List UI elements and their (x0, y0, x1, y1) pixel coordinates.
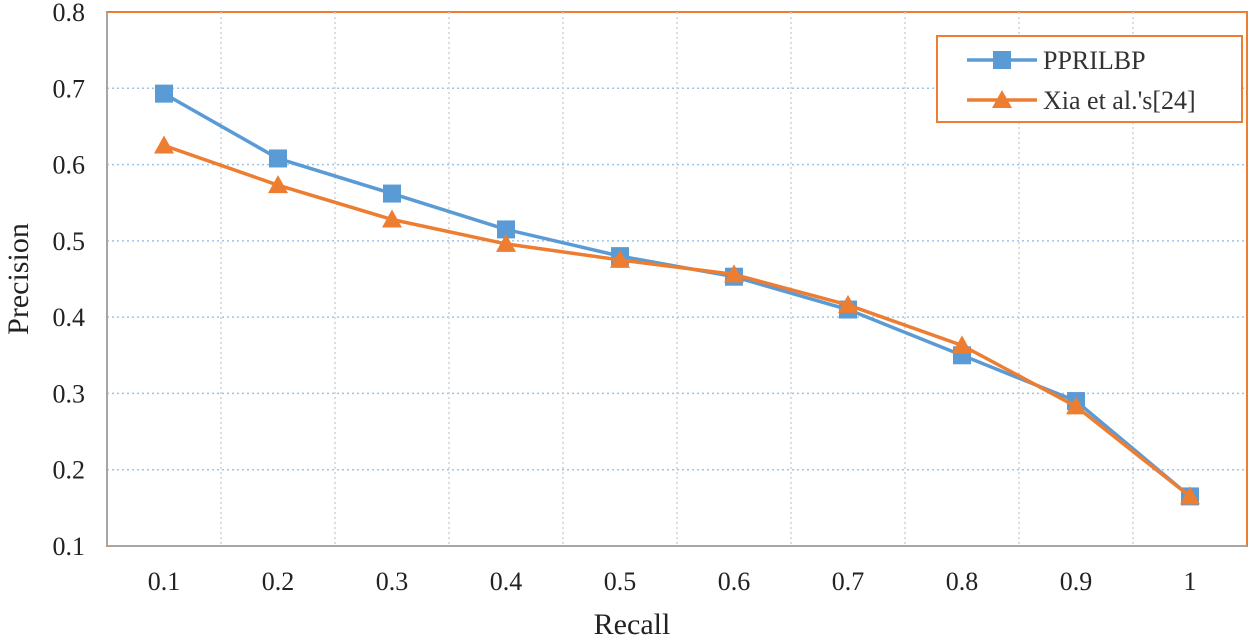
x-tick-label: 1 (1184, 567, 1197, 596)
x-tick-label: 0.3 (376, 567, 409, 596)
series-line (163, 143, 1192, 498)
legend-marker-triangle (992, 90, 1012, 108)
y-tick-label: 0.7 (53, 74, 86, 103)
x-tick-label: 0.4 (490, 567, 523, 596)
data-point-square (383, 184, 401, 203)
data-point-triangle (496, 233, 516, 252)
x-tick-label: 0.8 (946, 567, 979, 596)
data-point-square (497, 220, 515, 239)
data-point-triangle (838, 294, 858, 313)
x-tick-label: 0.6 (718, 567, 751, 596)
y-tick-label: 0.1 (53, 532, 86, 561)
y-axis-title: Precision (2, 223, 35, 335)
x-tick-label: 0.5 (604, 567, 637, 596)
y-tick-label: 0.3 (53, 379, 86, 408)
legend: PPRILBP Xia et al.'s[24] (936, 35, 1243, 123)
legend-box (936, 35, 1243, 123)
y-tick-labels: 0.1 0.2 0.3 0.4 0.5 0.6 0.7 0.8 (53, 0, 86, 561)
data-point-triangle (154, 135, 174, 154)
data-point-triangle (1066, 396, 1086, 415)
x-tick-label: 0.7 (832, 567, 865, 596)
data-point-square (269, 149, 287, 168)
data-point-triangle (1180, 486, 1200, 505)
data-point-triangle (724, 264, 744, 283)
x-tick-label: 0.2 (262, 567, 295, 596)
data-point-triangle (952, 335, 972, 354)
y-tick-label: 0.5 (53, 227, 86, 256)
legend-marker-square (993, 51, 1011, 69)
y-tick-label: 0.2 (53, 456, 86, 485)
x-tick-label: 0.9 (1060, 567, 1093, 596)
data-point-triangle (610, 249, 630, 268)
data-point-triangle (268, 175, 288, 194)
data-point-triangle (382, 209, 402, 228)
series (154, 84, 1200, 506)
x-tick-labels: 0.1 0.2 0.3 0.4 0.5 0.6 0.7 0.8 0.9 1 (148, 567, 1197, 596)
axes (106, 12, 1247, 547)
y-tick-label: 0.6 (53, 151, 86, 180)
data-point-square (155, 84, 173, 103)
legend-label-0: PPRILBP (1043, 46, 1146, 75)
series-1 (154, 135, 1200, 505)
y-tick-label: 0.8 (53, 0, 86, 27)
series-line (163, 92, 1192, 498)
y-tick-label: 0.4 (53, 303, 86, 332)
x-axis-title: Recall (594, 608, 671, 640)
x-tick-label: 0.1 (148, 567, 181, 596)
legend-label-1: Xia et al.'s[24] (1043, 86, 1196, 115)
